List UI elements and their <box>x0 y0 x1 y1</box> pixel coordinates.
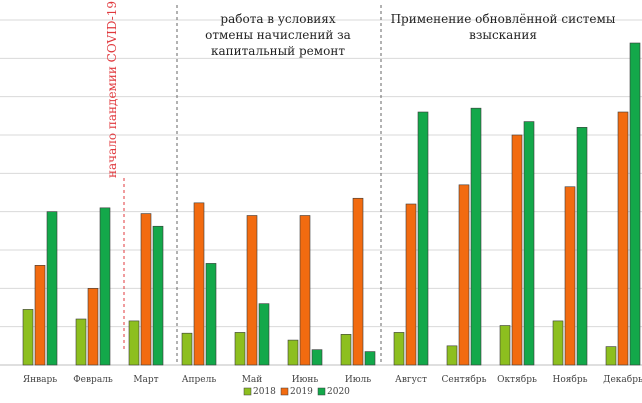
bar-2018-8 <box>446 345 458 366</box>
bar-2019-1 <box>87 288 99 366</box>
bar-2020-2 <box>152 225 164 366</box>
bar-2019-9 <box>511 134 523 366</box>
bar-2020-3 <box>205 263 217 366</box>
x-tick-labels: Январь Февраль Март Апрель Май Июнь Июль Август… <box>23 374 642 385</box>
bar-2020-9 <box>523 121 535 366</box>
annotation-new-system-line-2: взыскания <box>469 28 537 42</box>
bar-2019-10 <box>564 186 576 366</box>
bar-2019-6 <box>352 197 364 366</box>
bar-2018-2 <box>128 320 140 366</box>
bar-2019-7 <box>405 203 417 366</box>
x-tick-label: Январь <box>23 375 57 385</box>
x-tick-label: Июль <box>345 375 371 385</box>
x-tick-label: Июнь <box>292 375 319 385</box>
bar-2018-0 <box>22 309 34 366</box>
legend-swatch-2019 <box>280 387 289 396</box>
legend-label-2018: 2018 <box>253 387 276 397</box>
bar-2019-5 <box>299 215 311 366</box>
x-tick-label: Сентябрь <box>442 374 487 385</box>
bar-2018-3 <box>181 332 193 366</box>
bar-2020-4 <box>258 303 270 366</box>
annotation-new-system-line-1: Применение обновлённой системы <box>391 12 616 26</box>
bar-2020-11 <box>629 42 641 366</box>
legend-swatch-2020 <box>317 387 326 396</box>
bar-2020-7 <box>417 111 429 366</box>
bar-2020-5 <box>311 349 323 366</box>
x-tick-label: Март <box>133 375 158 385</box>
bars <box>22 42 641 366</box>
x-tick-label: Август <box>395 375 427 385</box>
annotation-moratorium-line-3: капитальный ремонт <box>211 44 345 58</box>
legend-label-2020: 2020 <box>327 387 350 397</box>
period-dividers <box>123 5 382 365</box>
x-tick-label: Февраль <box>73 375 113 385</box>
x-tick-label: Октябрь <box>497 374 537 385</box>
bar-2019-11 <box>617 111 629 366</box>
bar-2018-10 <box>552 320 564 366</box>
bar-2019-0 <box>34 265 46 366</box>
bar-2020-1 <box>99 207 111 366</box>
bar-2019-2 <box>140 213 152 366</box>
x-tick-label: Апрель <box>182 375 217 385</box>
bar-2018-7 <box>393 332 405 366</box>
bar-2019-4 <box>246 215 258 366</box>
bar-2020-10 <box>576 127 588 366</box>
bar-2019-3 <box>193 202 205 366</box>
bar-2019-8 <box>458 184 470 366</box>
bar-2018-9 <box>499 325 511 366</box>
bar-2018-4 <box>234 332 246 366</box>
bar-2020-0 <box>46 211 58 366</box>
legend-label-2019: 2019 <box>290 387 313 397</box>
legend: 2018 2019 2020 <box>243 387 350 397</box>
bar-2018-11 <box>605 346 617 366</box>
annotation-covid-start: начало пандемии COVID-19 <box>105 1 119 178</box>
x-tick-label: Ноябрь <box>552 374 587 385</box>
x-tick-label: Май <box>242 375 263 385</box>
bar-2020-6 <box>364 351 376 366</box>
legend-swatch-2018 <box>243 387 252 396</box>
bar-2018-6 <box>340 334 352 366</box>
bar-2020-8 <box>470 107 482 366</box>
bar-2018-5 <box>287 339 299 366</box>
bar-2018-1 <box>75 318 87 366</box>
annotation-moratorium-line-1: работа в условиях <box>220 12 335 26</box>
annotation-moratorium-line-2: отмены начислений за <box>205 28 351 42</box>
x-tick-label: Декабрь <box>603 374 642 385</box>
